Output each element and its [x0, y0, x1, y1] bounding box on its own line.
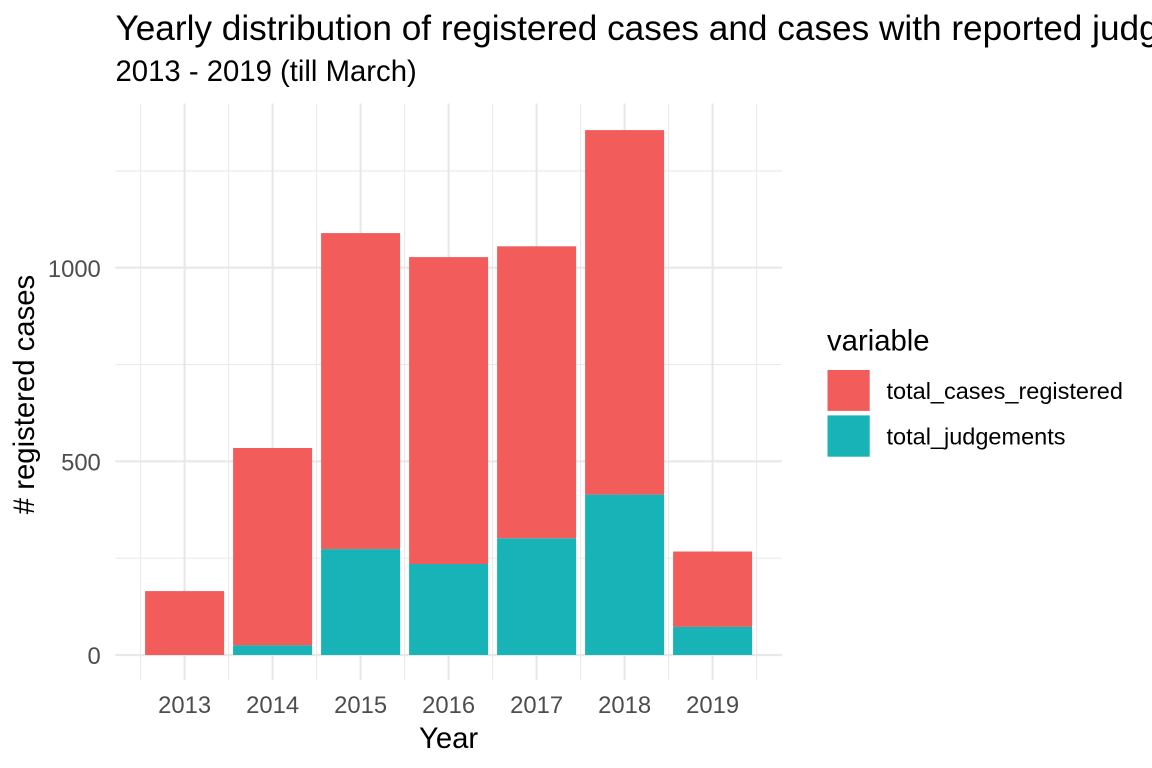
svg-text:1000: 1000	[48, 256, 101, 283]
svg-text:2013 - 2019 (till March): 2013 - 2019 (till March)	[116, 55, 417, 88]
svg-text:# registered cases: # registered cases	[8, 275, 41, 514]
svg-text:total_cases_registered: total_cases_registered	[887, 378, 1123, 404]
svg-text:Yearly distribution of registe: Yearly distribution of registered cases …	[116, 9, 1152, 48]
svg-text:2016: 2016	[422, 692, 475, 719]
svg-text:2018: 2018	[598, 692, 651, 719]
svg-text:2015: 2015	[334, 692, 387, 719]
svg-text:500: 500	[61, 450, 101, 477]
svg-text:total_judgements: total_judgements	[887, 424, 1066, 450]
svg-text:2017: 2017	[510, 692, 563, 719]
svg-text:0: 0	[88, 643, 101, 670]
svg-text:variable: variable	[827, 324, 930, 357]
svg-text:Year: Year	[419, 722, 478, 755]
svg-text:2013: 2013	[158, 692, 211, 719]
svg-text:2014: 2014	[246, 692, 299, 719]
svg-text:2019: 2019	[686, 692, 739, 719]
